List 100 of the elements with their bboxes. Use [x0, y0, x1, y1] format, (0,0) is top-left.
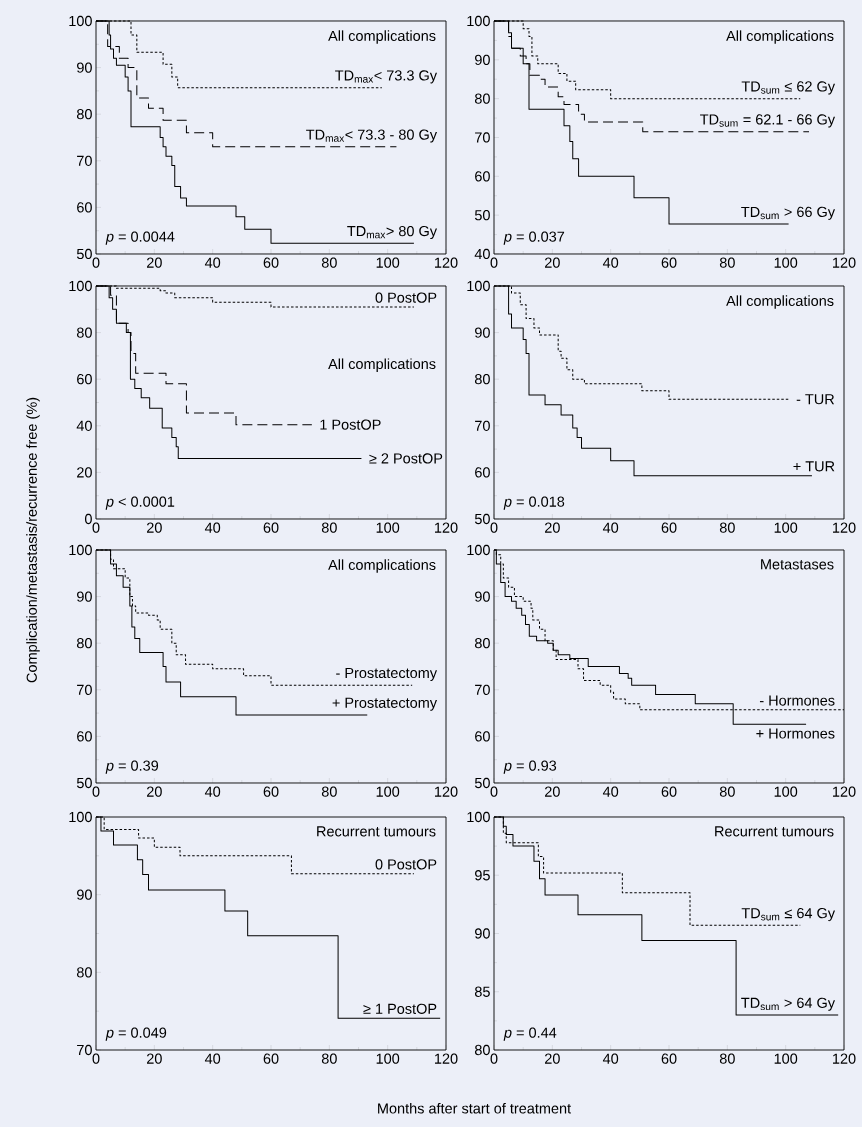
x-tick-label: 80	[321, 522, 337, 533]
text: All complications	[328, 30, 436, 44]
x-tick-label: 40	[204, 1053, 221, 1064]
x-tick-label: 60	[263, 1053, 279, 1064]
y-tick-label: 90	[475, 928, 490, 939]
x-tick-label: 0	[490, 1053, 498, 1064]
y-tick-label: 90	[475, 591, 490, 602]
x-tick-label: 120	[833, 1053, 856, 1064]
x-tick-label: 60	[661, 1053, 677, 1064]
y-tick-label: 60	[475, 731, 490, 742]
x-tick-label: 20	[147, 522, 162, 533]
y-axis-title: Complication/metastasis/recurrence free (%)	[26, 397, 40, 683]
y-tick-label: 60	[77, 202, 92, 213]
x-tick-label: 60	[263, 786, 279, 797]
series-label: ≥ 1 PostOP	[363, 1003, 437, 1014]
annotation: p = 0.93	[503, 760, 557, 774]
y-tick-label: 100	[467, 15, 490, 27]
series-label: TD$_{sum}$ ≤ 64 Gy	[741, 908, 836, 922]
x-tick-label: 0	[92, 522, 100, 533]
annotation: p = 0.037	[503, 231, 565, 245]
y-tick-label: 80	[474, 374, 490, 385]
series-label: ≥ 2 PostOP	[369, 453, 443, 464]
series-label: - Hormones	[759, 695, 835, 706]
y-tick-label: 100	[69, 544, 92, 556]
y-tick-label: 80	[76, 109, 92, 120]
annotation: p = 0.049	[105, 1027, 167, 1041]
y-tick-label: 70	[77, 155, 92, 166]
x-tick-label: 0	[490, 522, 498, 533]
text: All complications	[726, 295, 834, 309]
text: All complications	[328, 358, 436, 372]
y-tick-label: 100	[467, 811, 490, 823]
annotation: p = 0.0044	[105, 231, 175, 245]
y-tick-label: 85	[474, 986, 490, 997]
x-tick-label: 40	[204, 257, 221, 268]
text: All complications	[328, 559, 436, 573]
annotation: p = 0.39	[105, 760, 159, 774]
series-label: + Hormones	[756, 728, 835, 739]
y-tick-label: 80	[76, 638, 92, 649]
y-tick-label: 50	[474, 513, 490, 525]
x-tick-label: 20	[147, 257, 162, 268]
x-tick-label: 80	[719, 786, 735, 797]
y-tick-label: 100	[69, 811, 92, 823]
x-tick-label: 20	[147, 1053, 162, 1064]
x-tick-label: 100	[774, 257, 798, 268]
x-tick-label: 120	[833, 786, 856, 797]
series-label: TD$_{max}$< 73.3 - 80 Gy	[306, 129, 438, 143]
y-tick-label: 90	[77, 889, 92, 900]
x-tick-label: 40	[204, 522, 221, 533]
series-label: + Prostatectomy	[332, 697, 438, 711]
x-tick-label: 40	[602, 1053, 619, 1064]
x-tick-label: 80	[719, 522, 735, 533]
series-label: 0 PostOP	[375, 859, 437, 870]
text: All complications	[726, 30, 834, 44]
y-tick-label: 100	[69, 15, 92, 27]
series-label: TD$_{sum}$ > 66 Gy	[741, 206, 836, 220]
x-tick-label: 100	[376, 257, 400, 268]
y-tick-label: 50	[474, 777, 490, 789]
series-label: 0 PostOP	[375, 292, 437, 303]
x-tick-label: 120	[435, 257, 458, 268]
x-tick-label: 60	[661, 786, 677, 797]
y-tick-label: 80	[474, 638, 490, 649]
x-tick-label: 120	[833, 257, 856, 268]
series-label: TD$_{max}$< 73.3 Gy	[335, 70, 438, 84]
x-tick-label: 80	[719, 257, 735, 268]
x-axis-title: Months after start of treatment	[378, 1102, 571, 1114]
x-tick-label: 100	[774, 1053, 798, 1064]
y-tick-label: 80	[474, 1044, 490, 1056]
y-tick-label: 90	[475, 327, 490, 338]
y-tick-label: 90	[77, 591, 92, 602]
annotation: p < 0.0001	[105, 496, 175, 510]
x-tick-label: 40	[602, 786, 619, 797]
x-tick-label: 80	[321, 1053, 337, 1064]
x-tick-label: 120	[833, 522, 856, 533]
x-tick-label: 0	[92, 1053, 100, 1064]
x-tick-label: 20	[147, 786, 162, 797]
x-tick-label: 40	[602, 522, 619, 533]
series-label: TD$_{sum}$ = 62.1 - 66 Gy	[700, 114, 836, 128]
y-tick-label: 40	[474, 248, 490, 260]
x-tick-label: 100	[376, 786, 400, 797]
chart-title: Metastases	[761, 559, 834, 570]
x-tick-label: 20	[545, 1053, 560, 1064]
x-tick-label: 80	[321, 257, 337, 268]
y-tick-label: 0	[84, 513, 92, 525]
x-tick-label: 80	[719, 1053, 735, 1064]
annotation: p = 0.44	[503, 1027, 557, 1041]
y-tick-label: 50	[474, 210, 490, 221]
x-tick-label: 20	[545, 786, 560, 797]
y-tick-label: 60	[475, 171, 490, 182]
x-tick-label: 0	[92, 257, 100, 268]
x-tick-label: 0	[92, 786, 100, 797]
y-tick-label: 70	[475, 132, 490, 143]
x-tick-label: 80	[321, 786, 337, 797]
y-tick-label: 100	[69, 280, 92, 292]
x-tick-label: 60	[661, 522, 677, 533]
x-tick-label: 60	[661, 257, 677, 268]
y-tick-label: 70	[475, 684, 490, 695]
y-tick-label: 60	[77, 374, 92, 385]
y-tick-label: 50	[76, 777, 92, 789]
series-label: - TUR	[796, 394, 835, 405]
y-tick-label: 100	[467, 544, 490, 556]
